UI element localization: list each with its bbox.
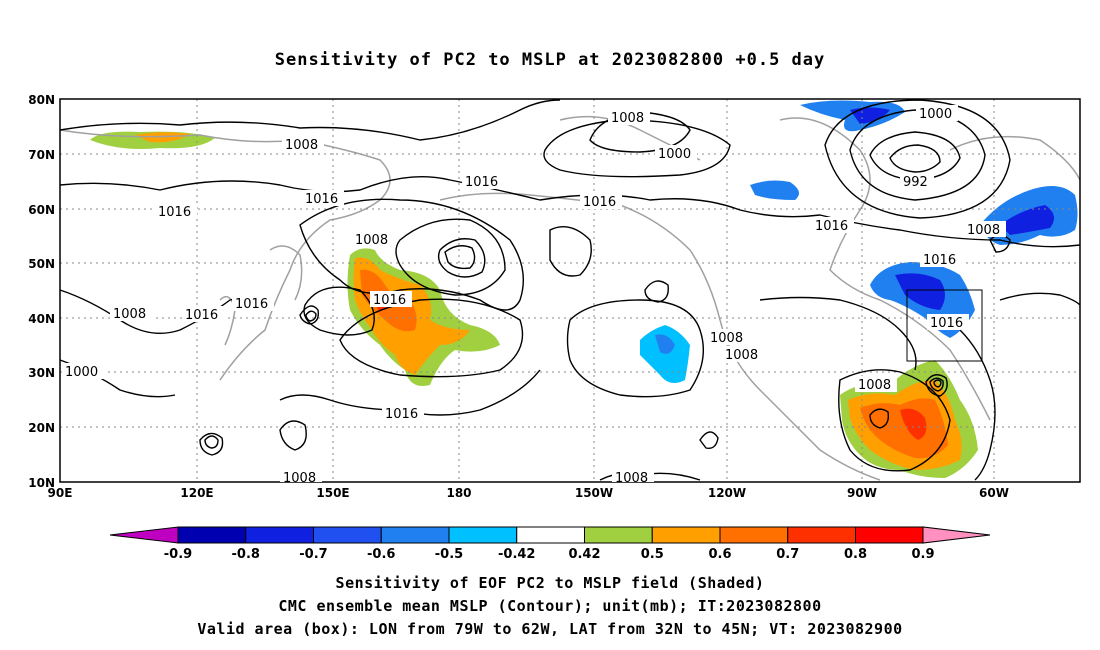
grid-lines	[60, 99, 1080, 482]
isobar-label: 1016	[930, 316, 963, 331]
colorbar-swatch	[651, 526, 721, 544]
colorbar-tick-label: 0.9	[911, 547, 934, 562]
lat-tick-label: 20N	[28, 421, 55, 435]
lon-tick-label: 90E	[48, 486, 73, 500]
lon-tick-label: 150W	[575, 486, 613, 500]
isobar-label: 1016	[923, 253, 956, 268]
isobar-label: 1016	[385, 407, 418, 422]
isobar-label: 1008	[611, 111, 644, 126]
colorbar-tick-label: -0.9	[164, 547, 192, 562]
caption-contour: CMC ensemble mean MSLP (Contour); unit(m…	[278, 597, 822, 615]
colorbar-swatch	[516, 526, 585, 544]
lat-tick-label: 40N	[28, 312, 55, 326]
isobar-label: 1000	[65, 365, 98, 380]
colorbar-tick-label: -0.42	[498, 547, 535, 562]
colorbar-swatch	[787, 526, 856, 544]
colorbar-swatch	[313, 526, 382, 544]
lat-tick-label: 30N	[28, 366, 55, 380]
colorbar-tick-label: -0.7	[299, 547, 327, 562]
isobar-label: 1008	[967, 223, 1000, 238]
isobar-label: 1008	[355, 233, 388, 248]
isobar-label: 1008	[710, 331, 743, 346]
colorbar-swatch	[245, 526, 314, 544]
lon-tick-label: 150E	[316, 486, 349, 500]
isobar-label: 1008	[858, 378, 891, 393]
colorbar-labels: -0.9 -0.8 -0.7 -0.6 -0.5 -0.42 0.42 0.5 …	[164, 547, 935, 562]
colorbar-tick-label: 0.6	[708, 547, 731, 562]
isobar-label: 1016	[235, 297, 268, 312]
lat-tick-label: 80N	[28, 93, 55, 107]
chart-title: Sensitivity of PC2 to MSLP at 2023082800…	[274, 50, 826, 70]
colorbar-tick-label: 0.8	[844, 547, 867, 562]
colorbar-arrow-left	[109, 526, 179, 544]
lat-tick-label: 60N	[28, 203, 55, 217]
isobar-label: 1008	[113, 307, 146, 322]
isobar-label: 1008	[725, 348, 758, 363]
isobar-label: 1008	[283, 471, 316, 486]
isobar-label: 1008	[285, 138, 318, 153]
colorbar-tick-label: -0.6	[367, 547, 395, 562]
colorbar-tick-label: -0.5	[435, 547, 463, 562]
colorbar-swatch	[448, 526, 518, 544]
lon-tick-label: 180	[446, 486, 471, 500]
colorbar-arrow-right	[922, 526, 991, 544]
lon-tick-label: 120W	[708, 486, 746, 500]
colorbar-tick-label: 0.42	[568, 547, 600, 562]
lon-tick-label: 120E	[180, 486, 213, 500]
map-frame	[59, 98, 1081, 483]
colorbar-swatch	[855, 526, 924, 544]
isobar-label: 1016	[583, 195, 616, 210]
colorbar-tick-label: 0.7	[776, 547, 799, 562]
colorbar-swatch	[177, 526, 247, 544]
caption-shaded: Sensitivity of EOF PC2 to MSLP field (Sh…	[335, 574, 765, 592]
lon-tick-label: 90W	[847, 486, 877, 500]
latitude-axis: 80N 70N 60N 50N 40N 30N 20N 10N	[28, 93, 55, 490]
lat-tick-label: 70N	[28, 148, 55, 162]
isobar-label: 1016	[305, 192, 338, 207]
isobar-label: 1016	[158, 205, 191, 220]
lon-tick-label: 60W	[979, 486, 1009, 500]
longitude-axis: 90E 120E 150E 180 150W 120W 90W 60W	[48, 486, 1009, 500]
isobar-label: 1000	[919, 107, 952, 122]
valid-area-box	[906, 289, 983, 362]
colorbar-swatch	[719, 526, 789, 544]
colorbar-swatch	[380, 526, 450, 544]
lat-tick-label: 50N	[28, 257, 55, 271]
isobar-label: 1016	[185, 308, 218, 323]
caption-valid-area: Valid area (box): LON from 79W to 62W, L…	[197, 620, 903, 638]
isobar-label: 1000	[658, 147, 691, 162]
isobar-label: 1016	[373, 293, 406, 308]
isobar-labels: 1008 1000 1016 1016 1008 1016 1016 1008 …	[62, 105, 1006, 486]
isobar-label: 1016	[815, 219, 848, 234]
colorbar-swatch	[584, 526, 653, 544]
isobar-label: 1008	[615, 471, 648, 486]
isobar-label: 992	[903, 175, 928, 190]
isobar-label: 1016	[465, 175, 498, 190]
colorbar-tick-label: -0.8	[232, 547, 260, 562]
colorbar-tick-label: 0.5	[641, 547, 664, 562]
lat-tick-label: 10N	[28, 476, 55, 490]
colorbar	[109, 526, 991, 544]
